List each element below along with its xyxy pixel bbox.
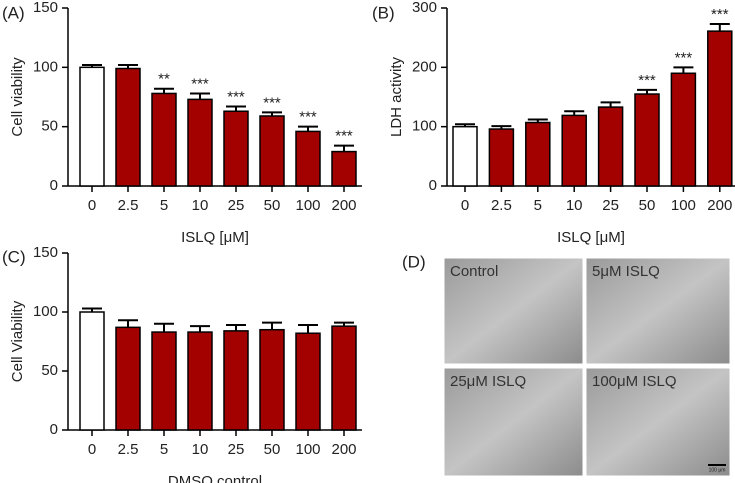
- x-tick-label: 5: [160, 197, 168, 214]
- y-tick-label: 100: [412, 118, 437, 135]
- x-tick-label: 50: [639, 197, 656, 214]
- micrograph-label: 25μM ISLQ: [450, 373, 526, 390]
- x-tick-label: 2.5: [118, 197, 139, 214]
- bar: [187, 331, 213, 431]
- y-tick-label: 0: [50, 421, 58, 438]
- bar: [488, 128, 515, 187]
- x-tick-label: 25: [602, 197, 619, 214]
- bar: [151, 331, 177, 431]
- bar: [634, 93, 660, 187]
- bar: [707, 30, 733, 187]
- x-axis-label: DMSO control: [168, 473, 262, 483]
- bar: [79, 66, 105, 187]
- bar: [223, 110, 249, 187]
- panel-label: (B): [372, 3, 395, 22]
- micrograph-label: 100μM ISLQ: [592, 373, 677, 390]
- x-tick-label: 10: [192, 197, 209, 214]
- significance-label: ***: [711, 6, 729, 23]
- x-tick-label: 200: [331, 441, 356, 458]
- bar: [187, 98, 213, 187]
- bar: [115, 326, 141, 431]
- x-tick-label: 0: [88, 197, 96, 214]
- significance-label: ***: [335, 128, 353, 145]
- x-tick-label: 50: [264, 441, 281, 458]
- significance-label: ***: [263, 94, 281, 111]
- x-tick-label: 2.5: [118, 441, 139, 458]
- x-tick-label: 2.5: [491, 197, 512, 214]
- x-tick-label: 25: [228, 441, 245, 458]
- bar: [259, 328, 285, 431]
- significance-label: ***: [675, 49, 693, 66]
- significance-label: ***: [227, 88, 245, 105]
- significance-label: ***: [638, 72, 656, 89]
- bar: [223, 330, 249, 431]
- y-tick-label: 150: [33, 244, 58, 261]
- y-axis-label: Cell viability: [9, 57, 26, 137]
- x-tick-label: 100: [295, 441, 320, 458]
- bar: [331, 150, 357, 187]
- bar: [597, 106, 624, 187]
- y-tick-label: 0: [50, 177, 58, 194]
- panel-label: (D): [402, 252, 426, 271]
- bar: [525, 121, 551, 187]
- x-tick-label: 0: [88, 441, 96, 458]
- y-tick-label: 50: [41, 362, 58, 379]
- x-tick-label: 10: [192, 441, 209, 458]
- y-tick-label: 150: [33, 0, 58, 16]
- y-tick-label: 100: [33, 303, 58, 320]
- y-axis-label: LDH activity: [388, 56, 405, 137]
- bar: [259, 115, 285, 187]
- x-tick-label: 200: [331, 197, 356, 214]
- significance-label: ***: [191, 75, 209, 92]
- bar: [151, 92, 177, 187]
- bar: [331, 325, 357, 431]
- micrograph-label: 5μM ISLQ: [592, 263, 660, 280]
- scale-bar-label: 100 μm: [709, 467, 726, 473]
- x-tick-label: 0: [461, 197, 469, 214]
- bar: [670, 72, 697, 187]
- x-axis-label: ISLQ [μM]: [181, 229, 249, 246]
- y-tick-label: 50: [41, 118, 58, 135]
- micrograph-label: Control: [450, 263, 498, 280]
- x-tick-label: 25: [228, 197, 245, 214]
- x-tick-label: 200: [707, 197, 732, 214]
- significance-label: **: [158, 71, 170, 88]
- panel-label: (C): [2, 247, 26, 266]
- x-tick-label: 100: [671, 197, 696, 214]
- y-tick-label: 100: [33, 58, 58, 75]
- bar: [561, 114, 587, 187]
- panel-label: (A): [2, 3, 25, 22]
- bar: [452, 125, 478, 187]
- bar: [295, 130, 321, 187]
- x-tick-label: 100: [295, 197, 320, 214]
- significance-label: ***: [299, 109, 317, 126]
- micrograph: [443, 367, 584, 477]
- x-tick-label: 10: [566, 197, 583, 214]
- y-tick-label: 200: [412, 58, 437, 75]
- bar: [115, 67, 141, 187]
- micrograph: [585, 257, 731, 365]
- x-tick-label: 5: [160, 441, 168, 458]
- x-tick-label: 50: [264, 197, 281, 214]
- x-axis-label: ISLQ [μM]: [557, 229, 625, 246]
- bar: [295, 332, 321, 431]
- x-tick-label: 5: [534, 197, 542, 214]
- y-axis-label: Cell Viability: [9, 300, 26, 382]
- micrograph: [443, 257, 584, 365]
- micrograph: [585, 367, 731, 477]
- y-tick-label: 300: [412, 0, 437, 16]
- y-tick-label: 0: [429, 177, 437, 194]
- bar: [79, 311, 105, 431]
